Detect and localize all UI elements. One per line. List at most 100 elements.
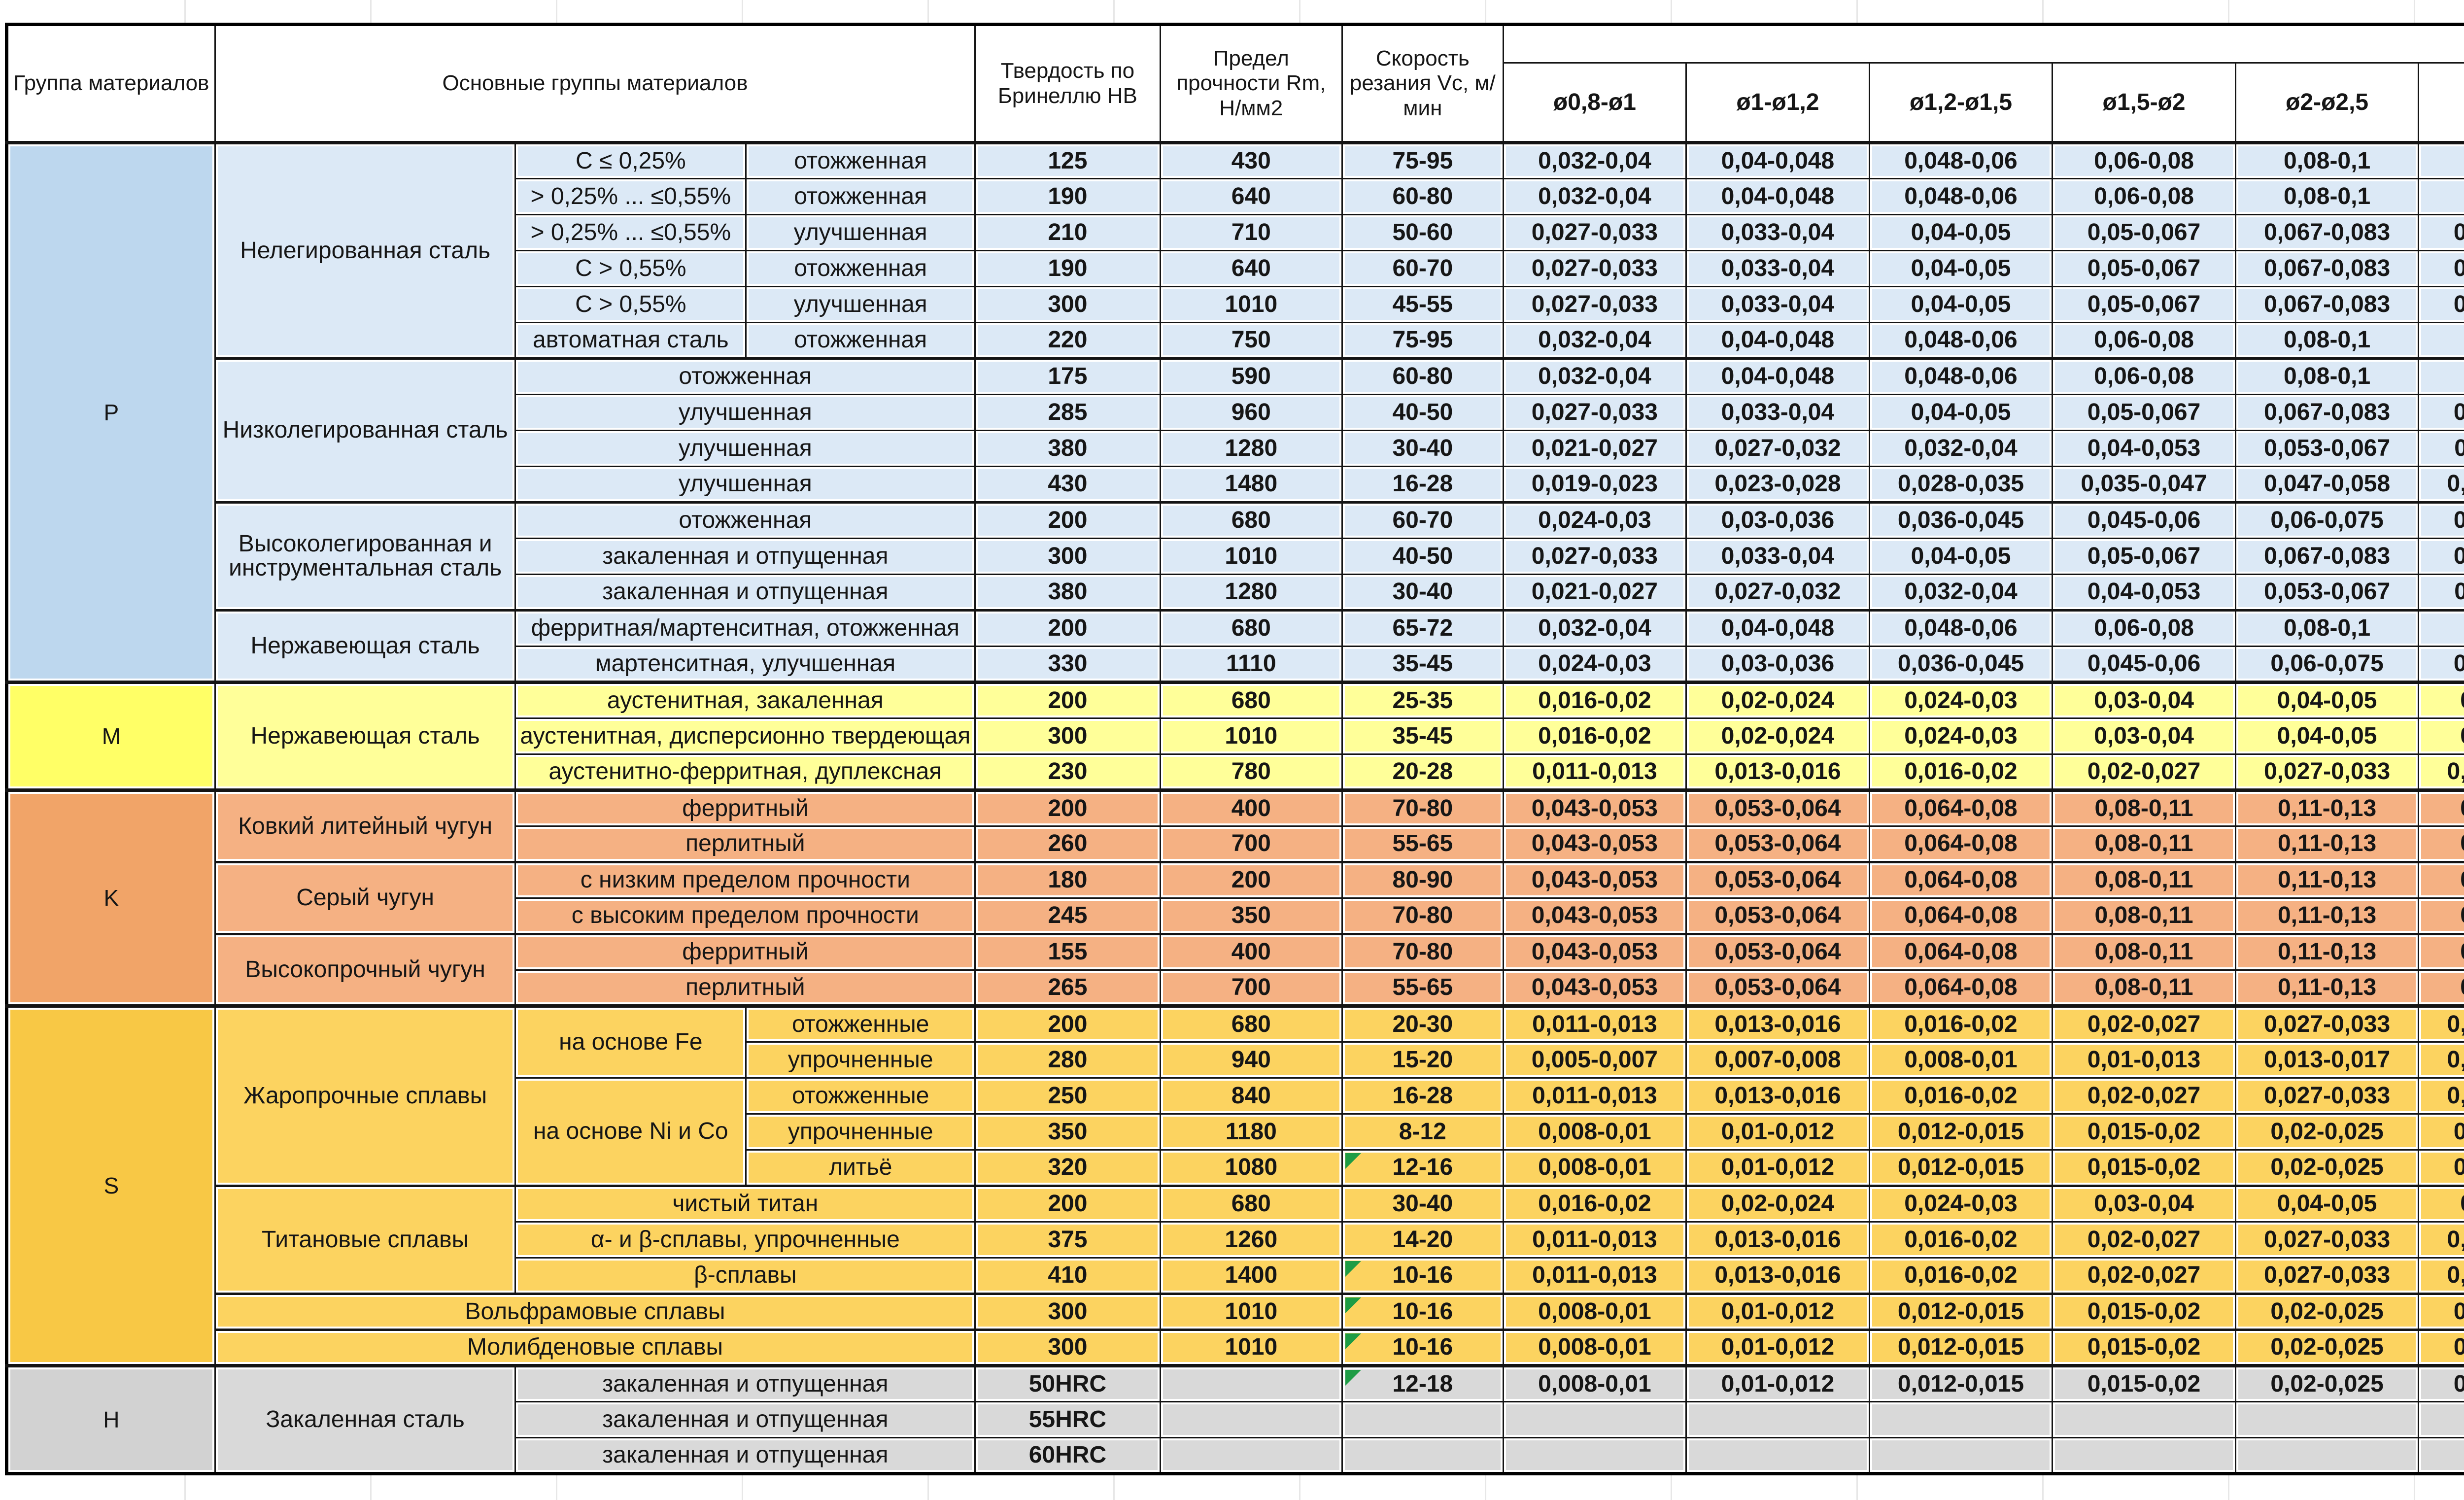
material-condition-cell[interactable]: с высоким пределом прочности <box>514 897 976 935</box>
feed-cell[interactable]: 0,02-0,027 <box>2052 1004 2236 1043</box>
strength-cell[interactable] <box>1159 1364 1343 1402</box>
material-subtype-cell[interactable]: автоматная сталь <box>514 322 747 359</box>
feed-cell[interactable]: 0,13-0,21 <box>2418 933 2464 971</box>
material-subtype-cell[interactable]: > 0,25% ... ≤0,55% <box>514 214 747 251</box>
feed-cell[interactable]: 0,027-0,033 <box>2234 1257 2420 1295</box>
feed-cell[interactable]: 0,011-0,013 <box>1502 1257 1687 1295</box>
feed-cell[interactable] <box>1502 1401 1687 1438</box>
header-diameter-25_4[interactable]: ø2,5-ø4 <box>2418 62 2464 144</box>
header-diameter-12_15[interactable]: ø1,2-ø1,5 <box>1868 62 2053 144</box>
feed-cell[interactable]: 0,03-0,04 <box>2052 681 2236 719</box>
feed-cell[interactable]: 0,033-0,053 <box>2418 1077 2464 1115</box>
feed-cell[interactable]: 0,043-0,053 <box>1502 788 1687 827</box>
material-subtype-cell[interactable]: на основе Ni и Co <box>514 1077 747 1187</box>
material-condition-cell[interactable]: упрочненные <box>745 1041 976 1079</box>
feed-cell[interactable] <box>2052 1401 2236 1438</box>
feed-cell[interactable]: 0,008-0,01 <box>1502 1364 1687 1402</box>
feed-cell[interactable]: 0,036-0,045 <box>1868 501 2053 539</box>
feed-cell[interactable]: 0,043-0,053 <box>1502 861 1687 899</box>
material-condition-cell[interactable]: закаленная и отпущенная <box>514 1401 976 1438</box>
feed-cell[interactable]: 0,053-0,064 <box>1685 788 1870 827</box>
material-condition-cell[interactable]: отожженная <box>745 322 976 359</box>
speed-cell[interactable]: 14-20 <box>1341 1221 1504 1259</box>
speed-cell[interactable]: 15-20 <box>1341 1041 1504 1079</box>
header-diameter-1_12[interactable]: ø1-ø1,2 <box>1685 62 1870 144</box>
material-condition-cell[interactable]: ферритный <box>514 933 976 971</box>
speed-cell[interactable]: 16-28 <box>1341 466 1504 503</box>
strength-cell[interactable]: 1480 <box>1159 466 1343 503</box>
hardness-cell[interactable]: 300 <box>974 286 1161 323</box>
material-family-cell[interactable]: Жаропрочные сплавы <box>214 1004 516 1187</box>
feed-cell[interactable]: 0,025-0,04 <box>2418 1329 2464 1366</box>
feed-cell[interactable]: 0,04-0,053 <box>2052 574 2236 611</box>
feed-cell[interactable]: 0,083-0,13 <box>2418 214 2464 251</box>
feed-cell[interactable]: 0,067-0,083 <box>2234 286 2420 323</box>
feed-cell[interactable]: 0,05-0,067 <box>2052 214 2236 251</box>
speed-cell[interactable] <box>1341 1401 1504 1438</box>
feed-cell[interactable] <box>2418 1437 2464 1474</box>
feed-cell[interactable]: 0,053-0,064 <box>1685 933 1870 971</box>
feed-cell[interactable]: 0,01-0,012 <box>1685 1293 1870 1330</box>
feed-cell[interactable]: 0,04-0,053 <box>2052 430 2236 467</box>
hardness-cell[interactable]: 200 <box>974 788 1161 827</box>
material-condition-cell[interactable]: отожженная <box>745 250 976 287</box>
speed-cell[interactable]: 10-16 <box>1341 1257 1504 1295</box>
material-condition-cell[interactable]: улучшенная <box>745 214 976 251</box>
material-condition-cell[interactable]: литьё <box>745 1149 976 1187</box>
speed-cell[interactable]: 35-45 <box>1341 717 1504 755</box>
material-condition-cell[interactable]: улучшенная <box>514 394 976 431</box>
feed-cell[interactable]: 0,02-0,027 <box>2052 753 2236 791</box>
feed-cell[interactable]: 0,045-0,06 <box>2052 646 2236 683</box>
feed-cell[interactable]: 0,043-0,053 <box>1502 825 1687 863</box>
feed-cell[interactable]: 0,08-0,11 <box>2052 969 2236 1007</box>
feed-cell[interactable]: 0,05-0,067 <box>2052 538 2236 575</box>
feed-cell[interactable]: 0,027-0,032 <box>1685 574 1870 611</box>
speed-cell[interactable]: 75-95 <box>1341 322 1504 359</box>
feed-cell[interactable]: 0,033-0,04 <box>1685 214 1870 251</box>
speed-cell[interactable]: 16-28 <box>1341 1077 1504 1115</box>
strength-cell[interactable]: 1400 <box>1159 1257 1343 1295</box>
feed-cell[interactable]: 0,067-0,083 <box>2234 214 2420 251</box>
feed-cell[interactable] <box>1868 1437 2053 1474</box>
feed-cell[interactable]: 0,02-0,025 <box>2234 1329 2420 1366</box>
material-condition-cell[interactable]: улучшенная <box>745 286 976 323</box>
feed-cell[interactable]: 0,045-0,06 <box>2052 501 2236 539</box>
feed-cell[interactable]: 0,012-0,015 <box>1868 1293 2053 1330</box>
feed-cell[interactable]: 0,13-0,21 <box>2418 861 2464 899</box>
feed-cell[interactable]: 0,1-0,16 <box>2418 357 2464 395</box>
speed-cell[interactable]: 25-35 <box>1341 681 1504 719</box>
feed-cell[interactable]: 0,08-0,1 <box>2234 142 2420 179</box>
speed-cell[interactable]: 40-50 <box>1341 394 1504 431</box>
hardness-cell[interactable]: 410 <box>974 1257 1161 1295</box>
feed-cell[interactable]: 0,04-0,05 <box>2234 1185 2420 1223</box>
feed-cell[interactable]: 0,008-0,01 <box>1868 1041 2053 1079</box>
strength-cell[interactable]: 710 <box>1159 214 1343 251</box>
material-subtype-cell[interactable]: на основе Fe <box>514 1004 747 1079</box>
feed-cell[interactable]: 0,13-0,21 <box>2418 969 2464 1007</box>
hardness-cell[interactable]: 380 <box>974 430 1161 467</box>
feed-cell[interactable]: 0,025-0,04 <box>2418 1113 2464 1151</box>
feed-cell[interactable]: 0,016-0,02 <box>1868 1221 2053 1259</box>
feed-cell[interactable]: 0,016-0,02 <box>1502 717 1687 755</box>
feed-cell[interactable]: 0,027-0,033 <box>1502 214 1687 251</box>
feed-cell[interactable]: 0,025-0,04 <box>2418 1364 2464 1402</box>
feed-cell[interactable]: 0,016-0,02 <box>1868 1004 2053 1043</box>
feed-cell[interactable]: 0,024-0,03 <box>1868 681 2053 719</box>
feed-cell[interactable]: 0,021-0,027 <box>1502 430 1687 467</box>
speed-cell[interactable]: 12-16 <box>1341 1149 1504 1187</box>
material-condition-cell[interactable]: отожженная <box>514 357 976 395</box>
feed-cell[interactable]: 0,011-0,013 <box>1502 1004 1687 1043</box>
hardness-cell[interactable]: 320 <box>974 1149 1161 1187</box>
strength-cell[interactable]: 1010 <box>1159 1329 1343 1366</box>
strength-cell[interactable]: 750 <box>1159 322 1343 359</box>
feed-cell[interactable]: 0,027-0,033 <box>2234 753 2420 791</box>
material-condition-cell[interactable]: закаленная и отпущенная <box>514 1437 976 1474</box>
strength-cell[interactable]: 400 <box>1159 788 1343 827</box>
feed-cell[interactable]: 0,012-0,015 <box>1868 1149 2053 1187</box>
feed-cell[interactable]: 0,027-0,033 <box>1502 250 1687 287</box>
feed-cell[interactable]: 0,064-0,08 <box>1868 933 2053 971</box>
feed-cell[interactable]: 0,04-0,048 <box>1685 357 1870 395</box>
speed-cell[interactable]: 65-72 <box>1341 609 1504 647</box>
feed-cell[interactable]: 0,012-0,015 <box>1868 1364 2053 1402</box>
feed-cell[interactable]: 0,013-0,016 <box>1685 1004 1870 1043</box>
